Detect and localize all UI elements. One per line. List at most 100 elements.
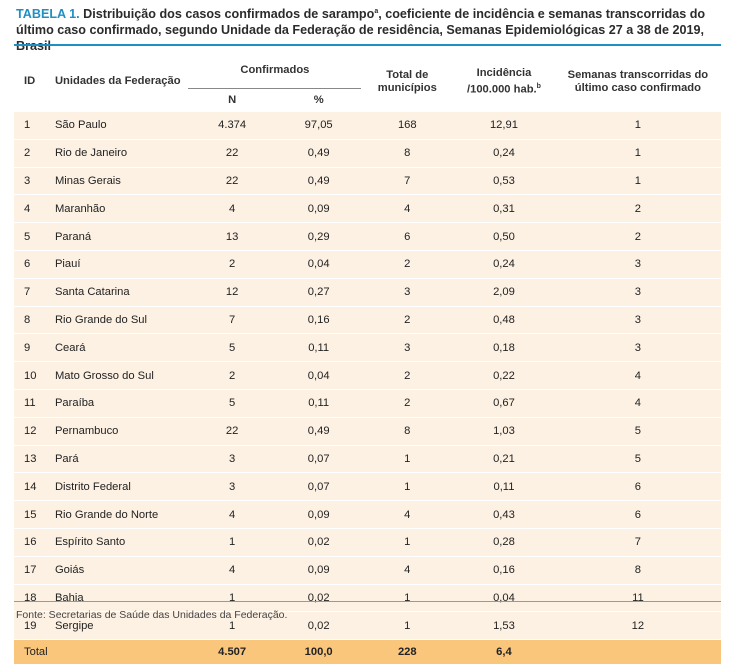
header-semanas: Semanas transcorridas do último caso con… [555,52,721,112]
municipios-cell: 168 [361,112,453,140]
pct-cell: 0,11 [276,389,362,417]
semanas-cell: 4 [555,389,721,417]
header-incidencia-text: Incidência /100.000 hab. [467,67,537,96]
uf-cell: Goiás [51,556,188,584]
uf-cell: Santa Catarina [51,278,188,306]
municipios-cell: 8 [361,139,453,167]
uf-cell: Piauí [51,250,188,278]
caption-text: Distribuição dos casos confirmados de sa… [83,7,374,21]
semanas-cell: 4 [555,362,721,390]
header-id: ID [14,52,51,112]
incidencia-cell: 0,24 [453,139,555,167]
municipios-cell: 2 [361,306,453,334]
semanas-cell: 2 [555,223,721,251]
data-table: ID Unidades da Federação Confirmados Tot… [14,52,721,664]
table-caption: TABELA 1. Distribuição dos casos confirm… [16,4,721,54]
semanas-cell: 11 [555,584,721,612]
pct-cell: 0,09 [276,556,362,584]
n-cell: 4.374 [188,112,276,140]
header-confirmados: Confirmados [188,52,361,89]
id-cell: 7 [14,278,51,306]
pct-cell: 0,49 [276,417,362,445]
n-cell: 7 [188,306,276,334]
header-uf: Unidades da Federação [51,52,188,112]
municipios-cell: 1 [361,612,453,640]
id-cell: 11 [14,389,51,417]
id-cell: 4 [14,195,51,223]
header-incidencia: Incidência /100.000 hab.b [453,52,555,112]
total-semanas [555,640,721,664]
uf-cell: Rio Grande do Norte [51,501,188,529]
total-municipios: 228 [361,640,453,664]
municipios-cell: 1 [361,445,453,473]
total-label: Total [14,640,51,664]
n-cell: 1 [188,528,276,556]
id-cell: 1 [14,112,51,140]
semanas-cell: 1 [555,167,721,195]
incidencia-cell: 0,53 [453,167,555,195]
n-cell: 2 [188,250,276,278]
n-cell: 5 [188,334,276,362]
total-pct: 100,0 [276,640,362,664]
municipios-cell: 4 [361,195,453,223]
uf-cell: Minas Gerais [51,167,188,195]
n-cell: 3 [188,445,276,473]
incidencia-cell: 1,53 [453,612,555,640]
id-cell: 9 [14,334,51,362]
id-cell: 18 [14,584,51,612]
municipios-cell: 1 [361,473,453,501]
total-n: 4.507 [188,640,276,664]
semanas-cell: 3 [555,306,721,334]
id-cell: 6 [14,250,51,278]
id-cell: 8 [14,306,51,334]
semanas-cell: 3 [555,250,721,278]
pct-cell: 0,49 [276,167,362,195]
municipios-cell: 4 [361,501,453,529]
pct-cell: 0,02 [276,528,362,556]
uf-cell: Pará [51,445,188,473]
pct-cell: 0,07 [276,473,362,501]
id-cell: 17 [14,556,51,584]
id-cell: 14 [14,473,51,501]
id-cell: 13 [14,445,51,473]
incidencia-cell: 0,67 [453,389,555,417]
pct-cell: 0,09 [276,195,362,223]
header-n: N [188,89,276,112]
n-cell: 22 [188,139,276,167]
semanas-cell: 1 [555,112,721,140]
source-note: Fonte: Secretarias de Saúde das Unidades… [16,609,287,621]
semanas-cell: 3 [555,278,721,306]
semanas-cell: 12 [555,612,721,640]
semanas-cell: 3 [555,334,721,362]
id-cell: 12 [14,417,51,445]
top-rule [14,44,721,46]
uf-cell: São Paulo [51,112,188,140]
incidencia-cell: 0,22 [453,362,555,390]
municipios-cell: 6 [361,223,453,251]
pct-cell: 0,02 [276,584,362,612]
municipios-cell: 2 [361,250,453,278]
incidencia-cell: 0,43 [453,501,555,529]
municipios-cell: 2 [361,362,453,390]
pct-cell: 0,02 [276,612,362,640]
n-cell: 13 [188,223,276,251]
pct-cell: 0,16 [276,306,362,334]
municipios-cell: 2 [361,389,453,417]
id-cell: 5 [14,223,51,251]
n-cell: 4 [188,556,276,584]
pct-cell: 0,04 [276,362,362,390]
pct-cell: 0,07 [276,445,362,473]
municipios-cell: 3 [361,278,453,306]
